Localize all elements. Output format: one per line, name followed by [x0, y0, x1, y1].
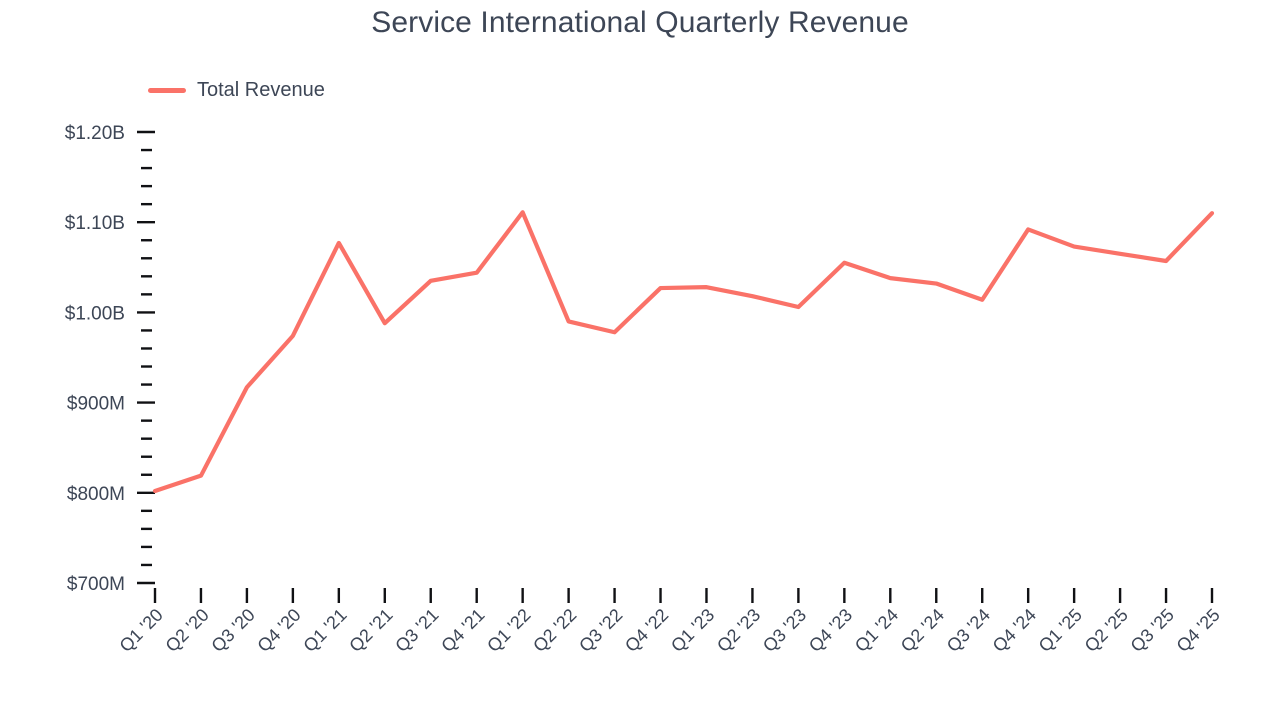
line-total-revenue [152, 210, 1215, 494]
y-tick-label: $700M [67, 574, 125, 595]
data-series-total-revenue [152, 210, 1215, 494]
x-tick-label: Q3 '25 [1127, 605, 1178, 656]
x-tick-label: Q4 '24 [989, 605, 1040, 656]
x-tick-label: Q4 '23 [805, 605, 856, 656]
x-tick-label: Q2 '21 [345, 605, 396, 656]
x-tick-label: Q1 '21 [299, 605, 350, 656]
y-tick-label: $900M [67, 394, 125, 415]
y-axis: $1.20B $1.10B $1.00B $900M $800M $700M [65, 123, 155, 595]
x-tick-label: Q3 '24 [943, 605, 994, 656]
x-tick-label: Q4 '21 [437, 605, 488, 656]
chart-title: Service International Quarterly Revenue [371, 6, 909, 39]
x-tick-label: Q2 '23 [713, 605, 764, 656]
x-tick-label: Q3 '21 [391, 605, 442, 656]
x-tick-label: Q2 '25 [1081, 605, 1132, 656]
x-tick-label: Q4 '25 [1173, 605, 1224, 656]
x-tick-label: Q4 '22 [621, 605, 672, 656]
legend-color-swatch-total-revenue [148, 87, 186, 93]
x-tick-label: Q1 '22 [483, 605, 534, 656]
x-tick-label: Q1 '24 [851, 605, 902, 656]
x-tick-label: Q1 '20 [116, 605, 167, 656]
y-tick-label: $1.10B [65, 213, 125, 234]
x-tick-label: Q2 '24 [897, 605, 948, 656]
x-tick-label: Q2 '20 [162, 605, 213, 656]
y-tick-label: $1.20B [65, 123, 125, 144]
y-tick-label: $800M [67, 484, 125, 505]
x-tick-label: Q3 '23 [759, 605, 810, 656]
x-tick-label: Q3 '22 [575, 605, 626, 656]
x-tick-label: Q2 '22 [529, 605, 580, 656]
x-tick-label: Q4 '20 [253, 605, 304, 656]
y-tick-label: $1.00B [65, 303, 125, 324]
x-tick-label: Q1 '25 [1035, 605, 1086, 656]
x-tick-label: Q1 '23 [667, 605, 718, 656]
x-tick-label: Q3 '20 [207, 605, 258, 656]
legend-label-total-revenue: Total Revenue [197, 79, 325, 101]
chart-legend: Total Revenue [148, 80, 325, 100]
